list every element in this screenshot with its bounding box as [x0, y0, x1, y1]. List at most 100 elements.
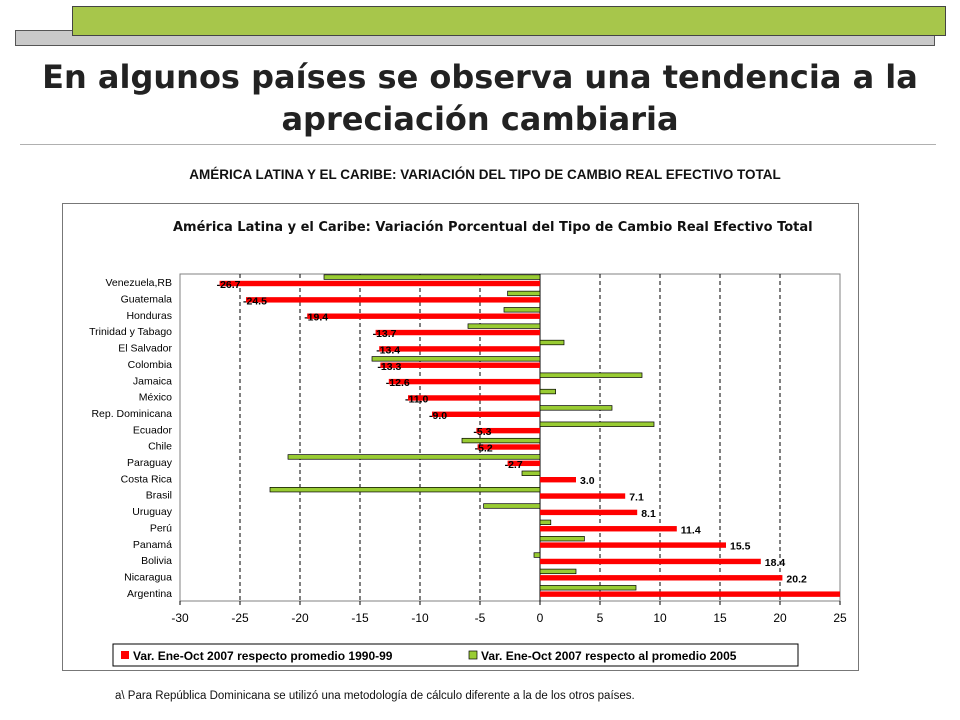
- category-label: Panamá: [133, 539, 172, 551]
- category-label: Nicaragua: [124, 571, 172, 583]
- legend-label-green: Var. Ene-Oct 2007 respecto al promedio 2…: [481, 649, 737, 663]
- x-tick-label: -10: [411, 611, 429, 625]
- category-label: Bolivia: [141, 555, 172, 567]
- data-label: 18.4: [765, 557, 786, 569]
- bar-green: [507, 290, 541, 297]
- bar-green: [461, 437, 541, 444]
- category-label: Honduras: [126, 310, 172, 322]
- bar-red: [540, 591, 840, 597]
- bar-red: [379, 346, 540, 352]
- bar-green: [539, 519, 552, 525]
- bar-green: [269, 487, 541, 493]
- category-label: Argentina: [127, 588, 172, 600]
- category-label: Guatemala: [121, 294, 173, 306]
- bar-red: [432, 411, 540, 417]
- data-label: -13.4: [376, 344, 400, 356]
- data-label: -2.7: [505, 459, 523, 471]
- bar-red: [388, 378, 540, 385]
- bar-green: [521, 470, 541, 476]
- category-label: El Salvador: [118, 343, 172, 355]
- data-label: 11.4: [681, 524, 701, 536]
- x-tick-label: -25: [231, 611, 249, 625]
- data-label: -13.7: [373, 328, 397, 340]
- bar-red: [246, 297, 540, 303]
- bar-chart: América Latina y el Caribe: Variación Po…: [89, 220, 847, 667]
- bar-green: [539, 421, 655, 427]
- category-label: Chile: [148, 441, 172, 453]
- bar-red: [307, 313, 540, 319]
- chart-frame: América Latina y el Caribe: Variación Po…: [62, 203, 859, 671]
- data-label: -24.5: [243, 295, 267, 307]
- x-tick-label: 10: [653, 611, 667, 625]
- bar-red: [219, 280, 540, 287]
- category-label: Trinidad y Tabago: [89, 326, 172, 338]
- category-label: Venezuela,RB: [105, 277, 172, 289]
- x-tick-label: 15: [713, 611, 727, 625]
- bar-green: [539, 585, 637, 591]
- x-tick-label: 20: [773, 611, 787, 625]
- data-label: -5.3: [473, 426, 491, 438]
- bar-green: [287, 454, 541, 460]
- bar-green: [539, 339, 565, 346]
- bar-red: [476, 427, 540, 434]
- data-label: 20.2: [786, 573, 807, 585]
- title-divider: [20, 144, 936, 145]
- data-label: -26.7: [217, 279, 241, 291]
- bar-green: [539, 568, 577, 575]
- category-label: Rep. Dominicana: [91, 408, 172, 420]
- bar-green: [503, 307, 541, 313]
- bar-green: [323, 274, 541, 280]
- data-label: 7.1: [629, 492, 644, 504]
- bar-green: [533, 552, 541, 558]
- category-label: Paraguay: [127, 457, 173, 469]
- category-label: Brasil: [146, 490, 172, 502]
- data-label: -5.2: [475, 443, 493, 455]
- x-tick-label: 0: [537, 611, 544, 625]
- bar-green: [539, 536, 585, 542]
- bar-red: [477, 444, 540, 450]
- bar-red: [540, 575, 783, 581]
- x-tick-label: -30: [171, 611, 189, 625]
- data-label: -13.3: [377, 361, 401, 373]
- data-label: 15.5: [730, 541, 751, 553]
- bar-red: [540, 558, 761, 565]
- category-label: Perú: [150, 522, 172, 534]
- bar-red: [540, 477, 576, 483]
- x-tick-label: 5: [597, 611, 604, 625]
- plot-area: [179, 273, 841, 602]
- data-label: 8.1: [641, 508, 656, 520]
- x-tick-label: -20: [291, 611, 309, 625]
- bar-red: [375, 329, 540, 336]
- category-label: Colombia: [128, 359, 173, 371]
- bar-red: [380, 362, 540, 368]
- slide-subtitle: AMÉRICA LATINA Y EL CARIBE: VARIACIÓN DE…: [189, 167, 781, 182]
- legend-label-red: Var. Ene-Oct 2007 respecto promedio 1990…: [133, 649, 393, 663]
- bar-green: [539, 372, 643, 378]
- chart-title: América Latina y el Caribe: Variación Po…: [173, 220, 813, 235]
- category-label: Jamaica: [133, 375, 172, 387]
- x-tick-label: -5: [475, 611, 486, 625]
- bar-red: [540, 493, 626, 499]
- x-tick-label: -15: [351, 611, 369, 625]
- legend-box: [112, 643, 799, 667]
- bar-red: [540, 542, 726, 548]
- category-label: Uruguay: [132, 506, 172, 518]
- slide-title: En algunos países se observa una tendenc…: [42, 58, 918, 138]
- bar-green: [539, 388, 556, 395]
- legend-swatch-red: [121, 651, 129, 659]
- header-green-band: [72, 6, 946, 36]
- category-label: México: [139, 392, 172, 404]
- bar-red: [408, 395, 540, 401]
- data-label: -11.0: [405, 393, 429, 405]
- data-label: -9.0: [429, 410, 447, 422]
- bar-red: [540, 509, 638, 516]
- legend-swatch-green: [468, 650, 478, 660]
- x-tick-label: 25: [833, 611, 847, 625]
- bar-green: [539, 405, 613, 411]
- data-label: -19.4: [304, 312, 328, 324]
- bar-green: [467, 323, 541, 329]
- category-label: Costa Rica: [121, 473, 173, 485]
- bar-green: [371, 356, 541, 362]
- bar-red: [507, 460, 540, 467]
- category-label: Ecuador: [133, 424, 173, 436]
